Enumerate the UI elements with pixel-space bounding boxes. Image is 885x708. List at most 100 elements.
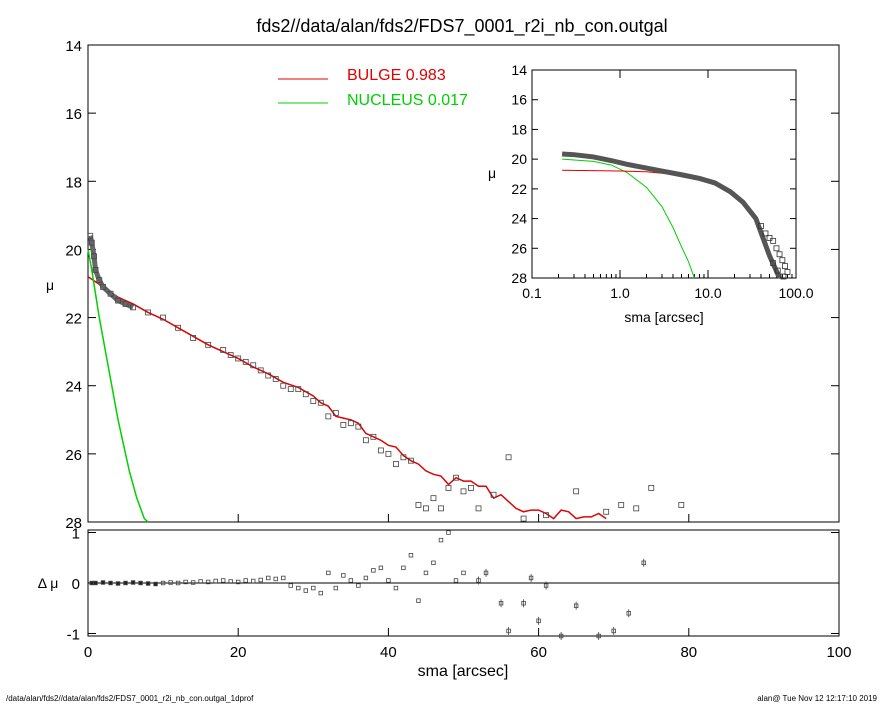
main-data-point (100, 284, 106, 290)
residual-point (461, 570, 466, 576)
main-data-point (362, 437, 369, 444)
residual-point (393, 585, 399, 591)
residual-point (318, 590, 324, 596)
residual-point (326, 570, 331, 576)
inset-y-tick-label: 22 (511, 181, 527, 197)
inset-data-point (762, 230, 769, 237)
main-nucleus-line (87, 249, 149, 523)
main-data-point (475, 505, 482, 512)
residual-point (281, 575, 286, 581)
residual-point (476, 578, 481, 583)
inset-data-point (770, 260, 777, 267)
main-data-point (88, 239, 95, 246)
main-profile-panel: 14 16 18 20 22 24 26 28 μ BULGE 0.983 NUCLEUS 0… (46, 38, 840, 532)
main-data-point (603, 508, 610, 515)
main-data-point (347, 420, 354, 427)
main-data-point (96, 277, 103, 283)
inset-data-point (773, 245, 780, 252)
main-data-point (91, 253, 97, 260)
residual-point (258, 577, 263, 583)
residual-panel: 10-1 0 20 40 60 80 100 Δ μ sma [arcsec] (38, 514, 852, 680)
residual-point (198, 579, 203, 584)
residual-point (641, 560, 646, 566)
inset-y-tick-label: 28 (511, 270, 527, 286)
main-data-point (332, 410, 339, 416)
residual-point (273, 576, 278, 582)
chart-title: fds2//data/alan/fds2/FDS7_0001_r2i_nb_co… (256, 16, 667, 37)
main-data-point (122, 301, 129, 307)
inset-y-tick-label: 14 (511, 62, 527, 78)
main-data-point (505, 454, 512, 461)
main-data-point (573, 488, 580, 495)
residual-point (89, 580, 94, 586)
inset-x-tick-label: 10.0 (694, 285, 721, 301)
footer-filepath: /data/alan/fds2//data/alan/fds2/FDS7_000… (6, 694, 254, 703)
inset-data-point (780, 273, 787, 280)
residual-point (296, 585, 301, 591)
residual-point (228, 579, 233, 584)
footer-timestamp: alan@ Tue Nov 12 12:17:10 2019 (757, 694, 877, 703)
main-data-point (325, 413, 332, 420)
residual-point (401, 565, 406, 571)
main-data-point (250, 362, 257, 369)
x-tick-label: 60 (530, 644, 547, 661)
main-y-tick-label: 22 (65, 311, 82, 328)
residual-point (175, 580, 181, 586)
residual-point (160, 580, 166, 586)
residual-point (288, 583, 293, 588)
x-tick-label: 0 (84, 644, 92, 661)
residual-point (431, 560, 436, 566)
main-data-point (355, 423, 362, 430)
residual-point (213, 578, 218, 584)
main-data-point (385, 450, 392, 457)
residual-point (333, 585, 339, 591)
residual-point (528, 575, 534, 581)
main-data-point (235, 355, 242, 362)
residual-point (438, 537, 444, 543)
residual-point (130, 580, 136, 585)
main-data-point (340, 421, 347, 428)
main-data-point (317, 399, 324, 406)
main-data-point (543, 512, 550, 519)
main-data-point (430, 495, 437, 502)
legend-bulge-label: BULGE 0.983 (347, 67, 446, 84)
residual-point (536, 618, 541, 624)
residual-point (183, 579, 188, 585)
residual-points (89, 530, 646, 640)
inset-y-axis-label: μ (488, 165, 496, 181)
main-data-point (490, 491, 497, 498)
residual-point (408, 553, 414, 558)
main-y-tick-label: 16 (65, 106, 82, 123)
main-data-point (460, 488, 467, 495)
main-data-point (92, 266, 99, 273)
residual-point (498, 600, 504, 606)
residual-x-ticks: 0 20 40 60 80 100 (84, 514, 852, 661)
residual-point (205, 579, 211, 585)
main-data-point (453, 474, 459, 481)
main-data-point (633, 505, 640, 512)
main-data-point (175, 324, 182, 331)
residual-point (626, 611, 631, 616)
residual-point (145, 581, 151, 586)
residual-point (348, 578, 354, 583)
residual-point (386, 578, 391, 583)
residual-point (483, 570, 489, 576)
residual-point (371, 568, 376, 573)
residual-point (243, 578, 248, 583)
main-bulge-curve (87, 276, 607, 520)
residual-point (363, 575, 369, 581)
main-nucleus-curve (87, 249, 149, 523)
legend-nucleus-label: NUCLEUS 0.017 (347, 92, 468, 109)
residual-point (266, 575, 271, 581)
main-data-point (280, 382, 287, 389)
main-data-point (287, 386, 294, 393)
main-data-point (618, 502, 625, 508)
residual-point (378, 565, 384, 571)
residual-point (153, 581, 158, 587)
inset-nucleus-line (562, 158, 695, 279)
inset-y-tick-label: 16 (511, 92, 527, 108)
inset-data-point (770, 237, 777, 244)
residual-point (220, 578, 226, 583)
main-data-point (445, 485, 452, 491)
inset-x-axis-label: sma [arcsec] (624, 309, 703, 325)
